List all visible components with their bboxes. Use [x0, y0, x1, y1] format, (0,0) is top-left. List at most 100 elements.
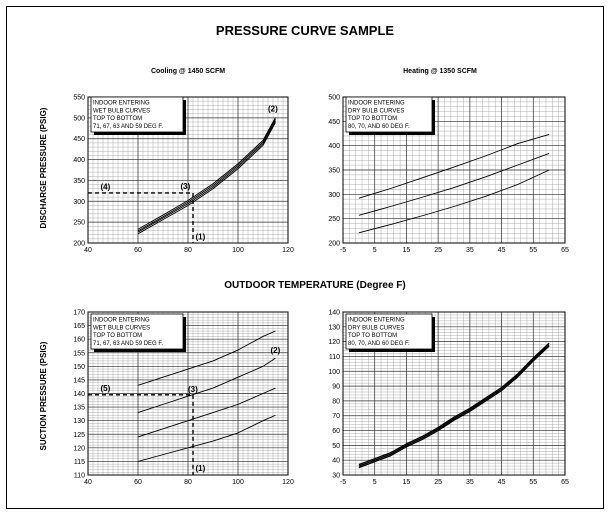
legend-text: DRY BULB CURVES [348, 325, 404, 331]
y-tick-label: 40 [332, 458, 340, 465]
x-tick-label: 5 [373, 247, 377, 254]
y-tick-label: 120 [328, 339, 340, 346]
y-tick-label: 150 [73, 364, 85, 371]
suction-heating-plot: -5 5 15 25 35 45 55 65 30 40 50 60 70 80 90 100 110 120 13… [328, 310, 569, 487]
callout-label: (3) [181, 182, 191, 191]
x-tick-label: 45 [498, 479, 506, 486]
legend-text: INDOOR ENTERING [93, 318, 150, 324]
y-tick-label: 30 [332, 473, 340, 480]
x-tick-label: 5 [373, 479, 377, 486]
x-tick-label: 120 [282, 479, 294, 486]
x-tick-label: 35 [466, 479, 474, 486]
legend-box [90, 96, 184, 133]
y-tick-label: 130 [73, 418, 85, 425]
callout-label: (2) [268, 105, 278, 114]
legend-text: INDOOR ENTERING [348, 101, 405, 107]
y-tick-label: 250 [73, 220, 85, 227]
x-tick-label: 55 [529, 247, 537, 254]
y-tick-label: 145 [73, 377, 85, 384]
shared-x-axis-label: OUTDOOR TEMPERATURE (Degree F) [224, 280, 406, 291]
legend-text: 71, 67, 63 AND 59 DEG F. [93, 124, 163, 130]
x-tick-label: 40 [84, 247, 92, 254]
callout-label: (1) [196, 464, 206, 473]
y-tick-label: 550 [73, 95, 85, 102]
y-tick-label: 70 [332, 413, 340, 420]
x-tick-label: -5 [340, 247, 346, 254]
y-tick-label: 125 [73, 432, 85, 439]
legend-text: 80, 70, AND 60 DEG F. [348, 124, 410, 130]
y-tick-label: 155 [73, 350, 85, 357]
x-tick-label: 120 [282, 247, 294, 254]
y-tick-label: 500 [73, 115, 85, 122]
legend-text: DRY BULB CURVES [348, 108, 404, 114]
y-tick-label: 120 [73, 445, 85, 452]
y-tick-label: 110 [329, 354, 340, 361]
y-tick-label: 110 [74, 473, 85, 480]
series-line [358, 169, 550, 234]
y-tick-label: 135 [73, 405, 85, 412]
y-tick-label: 60 [332, 428, 340, 435]
plot-area-border [87, 96, 289, 244]
discharge-heating-subtitle: Heating @ 1350 SCFM [403, 68, 477, 75]
y-tick-label: 450 [73, 136, 85, 143]
plot-area-border [342, 311, 566, 476]
series-line [137, 414, 276, 462]
y-tick-label: 140 [73, 391, 85, 398]
y-tick-label: 100 [328, 369, 340, 376]
x-tick-label: 45 [498, 247, 506, 254]
figure-title: PRESSURE CURVE SAMPLE [216, 23, 395, 38]
series-line [358, 134, 550, 199]
x-tick-label: 25 [434, 479, 442, 486]
x-tick-label: 55 [529, 479, 537, 486]
discharge-cooling-subtitle: Cooling @ 1450 SCFM [151, 68, 225, 75]
suction-y-axis-label: SUCTION PRESSURE (PSIG) [39, 341, 48, 450]
y-tick-label: 80 [332, 398, 340, 405]
y-tick-label: 130 [328, 324, 340, 331]
callout-label: (4) [101, 183, 111, 192]
legend-text: 80, 70, AND 60 DEG F. [348, 341, 410, 347]
legend-box [345, 96, 433, 133]
x-tick-label: 60 [134, 247, 142, 254]
legend-text: TOP TO BOTTOM [93, 333, 142, 339]
legend-text: TOP TO BOTTOM [348, 116, 397, 122]
y-tick-label: 200 [73, 241, 85, 248]
x-tick-label: 15 [403, 479, 411, 486]
y-tick-label: 450 [328, 119, 340, 126]
legend-box [90, 313, 184, 350]
y-tick-label: 350 [328, 168, 340, 175]
legend-text: INDOOR ENTERING [348, 318, 405, 324]
x-tick-label: 65 [561, 247, 569, 254]
x-tick-label: 100 [232, 247, 244, 254]
legend-text: INDOOR ENTERING [93, 101, 150, 107]
y-tick-label: 500 [328, 95, 340, 102]
y-tick-label: 90 [332, 384, 340, 391]
legend-box [345, 313, 433, 350]
x-tick-label: 35 [466, 247, 474, 254]
y-tick-label: 400 [328, 143, 340, 150]
y-tick-label: 250 [328, 216, 340, 223]
y-tick-label: 300 [73, 199, 85, 206]
figure-frame [6, 6, 604, 509]
y-tick-label: 140 [328, 310, 340, 317]
legend-text: 71, 67, 63 AND 59 DEG F. [93, 341, 163, 347]
series-line [137, 118, 276, 232]
discharge-y-axis-label: DISCHARGE PRESSURE (PSIG) [39, 107, 48, 228]
series-line [137, 357, 276, 413]
series-line [137, 117, 276, 230]
plot-area-border [87, 311, 289, 476]
x-tick-label: 60 [134, 479, 142, 486]
legend-text: WET BULB CURVES [93, 108, 150, 114]
y-tick-label: 300 [328, 192, 340, 199]
x-tick-label: 25 [434, 247, 442, 254]
series-line [137, 120, 276, 233]
discharge-heating-plot: Heating @ 1350 SCFM -5 5 15 25 35 45 55 65 200 25… [328, 68, 569, 254]
y-tick-label: 115 [74, 459, 85, 466]
series-line [137, 122, 276, 235]
callout-label: (1) [196, 233, 206, 242]
y-tick-label: 165 [73, 323, 85, 330]
x-tick-label: 100 [232, 479, 244, 486]
y-tick-label: 200 [328, 241, 340, 248]
y-tick-label: 400 [73, 157, 85, 164]
series-line [358, 153, 550, 216]
legend-text: TOP TO BOTTOM [93, 116, 142, 122]
